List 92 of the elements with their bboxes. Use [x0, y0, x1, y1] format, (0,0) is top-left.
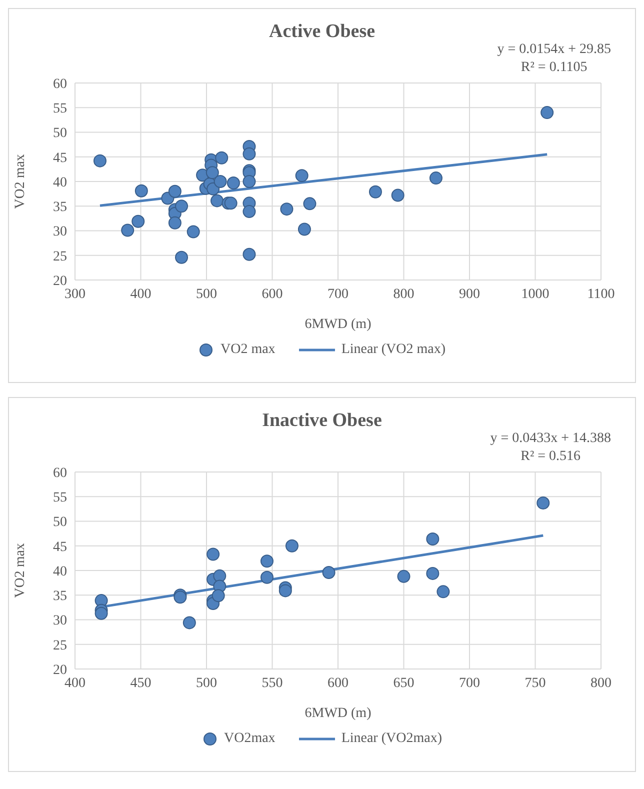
chart-title: Inactive Obese	[262, 410, 382, 431]
point	[426, 532, 440, 546]
y-tick-label: 50	[53, 126, 67, 142]
point	[212, 589, 225, 602]
y-tick-label: 45	[53, 150, 67, 166]
point	[391, 188, 404, 202]
point	[426, 566, 440, 580]
chart-title: Active Obese	[268, 21, 376, 42]
x-tick-label: 800	[393, 286, 414, 302]
point	[182, 616, 196, 630]
y-tick-label: 30	[53, 224, 67, 240]
y-tick-label: 25	[53, 249, 67, 264]
y-tick-label: 55	[53, 490, 67, 506]
x-tick-label: 450	[130, 676, 152, 691]
point	[93, 154, 106, 168]
point	[134, 184, 148, 198]
y-tick-label: 55	[53, 102, 67, 117]
y-axis-title: VO2 max	[12, 543, 28, 598]
y-tick-label: 40	[53, 564, 67, 580]
x-tick-label: 400	[130, 286, 152, 302]
y-tick-label: 40	[53, 175, 67, 190]
x-tick-label: 700	[328, 286, 348, 302]
point	[210, 194, 224, 208]
point	[298, 222, 311, 236]
point	[214, 175, 227, 188]
x-tick-label: 400	[64, 676, 86, 691]
point	[242, 147, 256, 160]
y-tick-label: 50	[53, 515, 67, 530]
y-tick-label: 25	[53, 638, 67, 654]
x-tick-label: 600	[328, 676, 348, 691]
point	[94, 606, 108, 620]
point	[540, 106, 554, 120]
point	[436, 585, 450, 598]
point	[132, 214, 145, 228]
point	[215, 151, 228, 164]
x-tick-label: 750	[524, 676, 546, 691]
y-tick-label: 45	[53, 540, 67, 555]
point	[260, 570, 274, 584]
point	[260, 554, 274, 568]
y-tick-label: 60	[53, 76, 67, 92]
x-tick-label: 300	[64, 286, 86, 302]
legend-label: Linear (VO2max)	[341, 731, 442, 747]
point	[285, 539, 298, 552]
point	[322, 566, 336, 579]
point	[242, 205, 256, 218]
y-tick-label: 35	[53, 589, 67, 604]
y-tick-label: 60	[53, 466, 67, 481]
legend-label: VO2max	[224, 731, 276, 747]
text: R² = 0.1105	[520, 59, 588, 77]
point	[368, 185, 382, 198]
point	[213, 569, 226, 582]
x-tick-label: 1000	[521, 286, 550, 302]
y-tick-label: 30	[53, 614, 67, 629]
x-tick-label: 650	[393, 676, 414, 691]
point	[224, 196, 238, 210]
x-tick-label: 500	[196, 286, 217, 302]
point	[206, 166, 219, 180]
text: y = 0.0433x + 14.388	[490, 430, 611, 448]
point	[397, 570, 410, 583]
x-axis-title: 6MWD (m)	[304, 706, 372, 721]
text: R² = 0.516	[520, 448, 582, 466]
point	[295, 169, 308, 182]
point	[121, 224, 134, 237]
x-tick-label: 500	[196, 676, 217, 691]
point	[536, 496, 550, 510]
point	[429, 172, 442, 185]
legend-label: VO2 max	[220, 342, 276, 358]
x-tick-label: 700	[459, 676, 480, 691]
point	[242, 175, 256, 188]
point	[175, 200, 188, 213]
point	[303, 197, 316, 210]
y-axis-title: VO2 max	[12, 154, 28, 209]
point	[206, 548, 220, 561]
point	[168, 216, 182, 230]
point	[226, 176, 240, 190]
text: y = 0.0154x + 29.85	[497, 41, 611, 59]
point	[175, 250, 188, 264]
y-tick-label: 20	[53, 274, 67, 289]
legend-label: Linear (VO2 max)	[341, 342, 446, 358]
point	[242, 248, 256, 261]
point	[278, 584, 292, 598]
y-tick-label: 35	[53, 200, 67, 216]
point	[168, 184, 182, 198]
x-tick-label: 800	[590, 676, 612, 691]
x-tick-label: 900	[459, 286, 480, 302]
x-axis-title: 6MWD (m)	[304, 317, 372, 332]
point	[280, 202, 294, 216]
x-tick-label: 550	[262, 676, 283, 691]
point	[186, 225, 200, 238]
y-tick-label: 20	[53, 662, 67, 678]
x-tick-label: 600	[262, 286, 283, 302]
x-tick-label: 1100	[587, 286, 615, 302]
